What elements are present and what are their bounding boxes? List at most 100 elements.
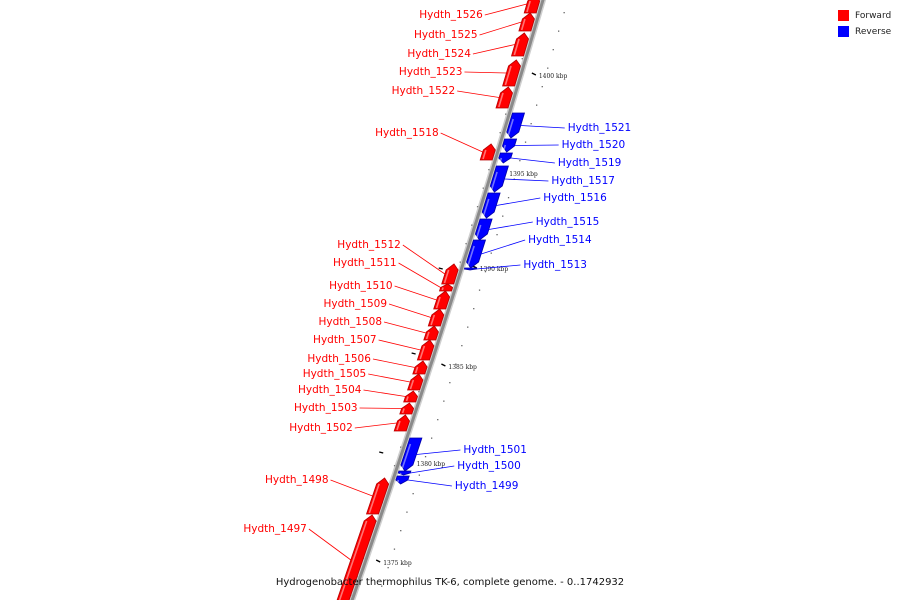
gene-label: Hydth_1525 (414, 29, 478, 41)
gene-highlight (475, 224, 482, 240)
gene-arrow-hydth_1519 (498, 152, 513, 164)
gene-label: Hydth_1502 (289, 422, 353, 434)
gene-label: Hydth_1507 (313, 334, 377, 346)
gene-arrow-hydth_1525 (518, 12, 535, 32)
gene-highlight (482, 149, 487, 160)
scale-dot (507, 197, 510, 199)
gene-arrow-hydth_1524 (510, 32, 529, 57)
minor-tick (411, 352, 416, 355)
callout-line (481, 239, 526, 255)
gene-label: Hydth_1509 (323, 298, 387, 310)
callout-line (354, 422, 397, 429)
scale-dot (412, 493, 414, 495)
gene-highlight (400, 443, 412, 471)
gene-label: Hydth_1514 (528, 234, 592, 246)
scale-dot (400, 446, 402, 448)
legend: Forward Reverse (838, 8, 891, 40)
genome-caption: Hydrogenobacter thermophilus TK-6, compl… (275, 577, 625, 588)
gene-arrow-hydth_1501 (400, 437, 423, 472)
callout-line (383, 321, 427, 334)
gene-label: Hydth_1504 (298, 384, 362, 396)
tick-label: 1375 kbp (383, 560, 412, 567)
gene-label: Hydth_1506 (307, 353, 371, 365)
gene-highlight (482, 198, 490, 218)
gene-highlight (430, 314, 436, 326)
gene-arrow-hydth_1515 (474, 218, 493, 241)
legend-item-forward: Forward (838, 8, 891, 23)
gene-highlight (435, 296, 441, 309)
gene-label: Hydth_1508 (319, 316, 383, 328)
scale-dot (406, 511, 408, 513)
gene-arrow-hydth_1526 (523, 0, 541, 14)
callout-line (359, 407, 402, 409)
scale-dot (484, 271, 487, 273)
gene-label: Hydth_1503 (294, 402, 358, 414)
gene-label: Hydth_1499 (455, 480, 519, 492)
gene-arrow-hydth_1518 (479, 143, 496, 161)
gene-label: Hydth_1524 (407, 48, 471, 60)
scale-dot (552, 49, 554, 51)
gene-highlight (513, 38, 520, 56)
scale-dot (496, 234, 498, 236)
scale-dot (473, 308, 475, 310)
gene-highlight (419, 345, 426, 360)
callout-line (457, 90, 500, 98)
scale-dot (467, 326, 469, 328)
scale-dot (521, 58, 523, 60)
callout-line (510, 157, 555, 164)
callout-line (407, 479, 452, 487)
callout-line (520, 125, 565, 129)
gene-highlight (443, 269, 450, 284)
callout-line (514, 144, 559, 146)
reverse-swatch (838, 26, 849, 37)
gene-label: Hydth_1526 (419, 9, 483, 21)
scale-dot (536, 104, 538, 106)
callout-line (378, 339, 421, 351)
callout-line (398, 262, 441, 288)
callout-line (472, 44, 515, 55)
scale-dot (465, 243, 467, 245)
callout-line (488, 221, 533, 230)
gene-label: Hydth_1497 (243, 523, 307, 535)
gene-label: Hydth_1498 (265, 474, 329, 486)
callout-line (394, 285, 437, 301)
callout-line (363, 389, 406, 397)
callout-line (476, 264, 521, 270)
gene-arrow-hydth_1507 (416, 339, 435, 361)
gene-label: Hydth_1521 (568, 122, 632, 134)
callout-line (330, 479, 373, 497)
gene-arrow-hydth_1504 (403, 390, 418, 403)
gene-highlight (396, 420, 401, 431)
gene-arrow-hydth_1498 (365, 477, 390, 515)
callout-line (410, 465, 455, 474)
tick-label: 1395 kbp (509, 171, 538, 178)
gene-arrow-hydth_1511 (438, 283, 454, 292)
gene-label: Hydth_1500 (457, 460, 521, 472)
minor-tick (438, 267, 443, 270)
gene-highlight (441, 287, 444, 291)
gene-highlight (338, 520, 368, 600)
gene-arrow-hydth_1510 (433, 290, 451, 310)
scale-dot (482, 187, 484, 189)
scale-dot (387, 567, 389, 569)
gene-arrow-hydth_1522 (495, 86, 513, 109)
gene-highlight (409, 379, 415, 390)
minor-tick (379, 451, 384, 454)
gene-highlight (499, 157, 503, 163)
gene-highlight (526, 0, 531, 13)
gene-label: Hydth_1523 (399, 66, 463, 78)
scale-dot (524, 141, 527, 143)
callout-line (372, 358, 416, 368)
gene-label: Hydth_1519 (558, 157, 622, 169)
major-tick (441, 363, 446, 367)
scale-dot (558, 30, 560, 32)
forward-swatch (838, 10, 849, 21)
callout-line (402, 244, 446, 275)
scale-dot (541, 86, 543, 88)
callout-line (440, 132, 483, 153)
gene-highlight (405, 396, 409, 402)
gene-highlight (466, 245, 475, 268)
callout-line (368, 373, 411, 383)
gene-arrow-hydth_1499 (395, 475, 410, 485)
